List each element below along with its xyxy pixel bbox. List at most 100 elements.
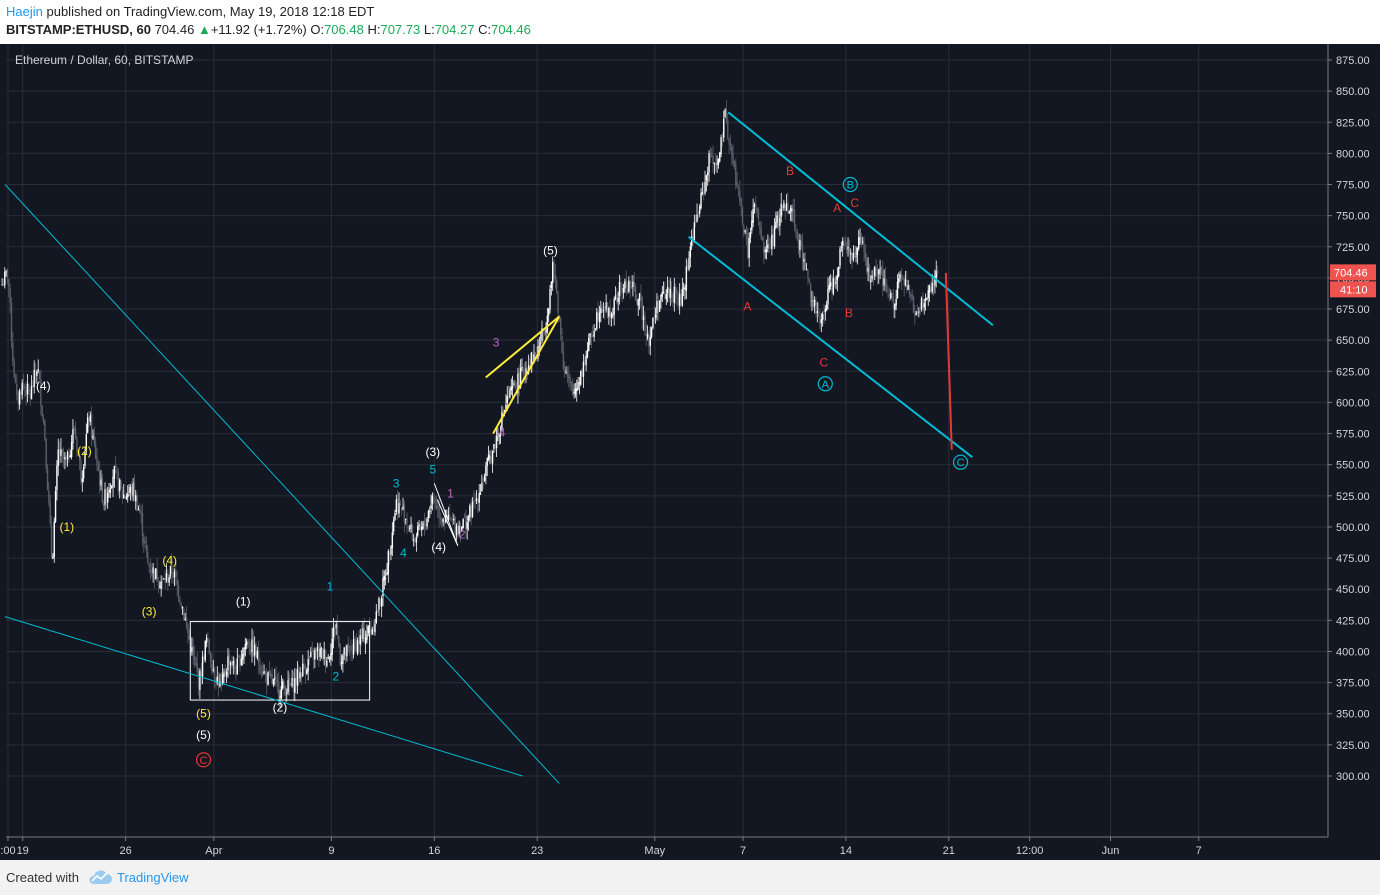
candle-body [538, 346, 541, 348]
candle-body [411, 525, 414, 541]
candle-body [94, 443, 97, 459]
candle-body [862, 241, 864, 243]
candle-body [294, 678, 296, 693]
candle-body [610, 313, 613, 319]
candle-body [48, 490, 50, 503]
candle-body [438, 505, 440, 518]
wave-label: (5) [196, 707, 211, 721]
candle-body [475, 498, 478, 501]
candle-body [884, 278, 887, 287]
candle-body [609, 308, 611, 319]
candle-body [262, 672, 264, 676]
wave-label: (1) [236, 595, 251, 609]
candle-body [523, 373, 526, 375]
author-link[interactable]: Haejin [6, 4, 43, 19]
candle-body [442, 519, 444, 523]
candle-body [200, 672, 202, 677]
candle-body [533, 354, 535, 363]
candle-body [427, 510, 430, 519]
candle-body [737, 188, 740, 190]
wave-label: (2) [273, 701, 288, 715]
candle-body [670, 291, 673, 298]
candle-body [572, 388, 574, 395]
candle-body [511, 386, 514, 389]
wave-label: 3 [493, 336, 500, 350]
time-axis[interactable]: :00 19 26 Apr 9 16 23 May 7 14 21 12:00 Jun 7 [0, 836, 1328, 857]
candle-body [396, 497, 399, 513]
candle-body [817, 311, 820, 314]
consolidation-box [189, 621, 371, 701]
circled-wave-label-ring [952, 454, 969, 470]
price-tick-label: 475.00 [1336, 553, 1370, 565]
candle-body [514, 384, 516, 388]
candle-body [620, 282, 622, 289]
candle-body [852, 253, 855, 260]
grid [6, 44, 1328, 837]
candle-body [223, 672, 225, 677]
candle-body [819, 315, 821, 325]
candle-body [334, 626, 336, 630]
candle-body [352, 639, 355, 655]
candle-body [331, 638, 333, 655]
candle-body [549, 288, 551, 310]
candle-body [400, 507, 403, 511]
candle-body [105, 489, 108, 502]
candle-body [319, 648, 321, 658]
candle-body [16, 383, 18, 396]
candle-body [330, 653, 332, 660]
candle-body [689, 246, 692, 258]
candle-body [776, 215, 778, 223]
candle-body [816, 311, 819, 313]
candle-body [645, 333, 647, 336]
candle-body [626, 289, 629, 293]
price-tick-label: 650.00 [1336, 335, 1370, 347]
wave-labels: (4) (3) (2) (1) (4) (3) (5) (5) (1) (2) 1 2 3 4 5 (3) (4… [0, 164, 969, 768]
candle-body [474, 501, 476, 503]
time-tick-label: 16 [428, 845, 440, 857]
candle-body [736, 182, 738, 187]
candle-body [708, 153, 710, 173]
candle-body [719, 152, 721, 162]
candle-body [863, 243, 865, 252]
candle-body [120, 482, 122, 488]
wave-label: B [845, 306, 853, 320]
candle-body [851, 252, 853, 262]
candle-body [256, 650, 259, 659]
candle-body [90, 413, 93, 438]
candle-body [585, 355, 587, 366]
candle-body [350, 645, 352, 652]
candle-body [801, 244, 804, 261]
candle-body [677, 297, 680, 305]
candle-body [502, 409, 504, 416]
candle-body [409, 527, 411, 529]
candle-body [732, 154, 734, 163]
price-tick-label: 725.00 [1336, 242, 1370, 254]
candle-body [769, 247, 772, 249]
candle-body [22, 383, 25, 386]
wave-label: 3 [393, 476, 400, 490]
candle-body [201, 656, 204, 677]
candle-body [644, 314, 646, 332]
candle-body [66, 452, 69, 460]
candle-body [593, 330, 595, 337]
candle-body [77, 453, 79, 456]
candle-body [501, 411, 503, 432]
candle-body [462, 519, 464, 529]
tradingview-cloud-icon[interactable] [87, 868, 113, 886]
candle-body [310, 652, 312, 658]
time-tick-label: Apr [205, 845, 222, 857]
candle-body [820, 319, 823, 323]
candle-body [858, 237, 860, 249]
price-tick-label: 850.00 [1336, 86, 1370, 98]
candle-body [658, 300, 661, 312]
candle-body [445, 509, 447, 523]
tradingview-link[interactable]: TradingView [117, 870, 189, 885]
candle-body [112, 476, 114, 487]
price-chart[interactable]: (4)(3)(2)(1)(4)(3)(5)(5)(1)(2)12345(3)(4… [0, 44, 1380, 860]
candle-body [489, 456, 491, 458]
candle-body [106, 492, 109, 503]
candle-body [807, 270, 809, 278]
price-axis[interactable]: 875.00 850.00 825.00 800.00 775.00 750.00 725.… [1327, 44, 1376, 837]
candle-body [249, 650, 252, 653]
candle-body [143, 537, 145, 543]
